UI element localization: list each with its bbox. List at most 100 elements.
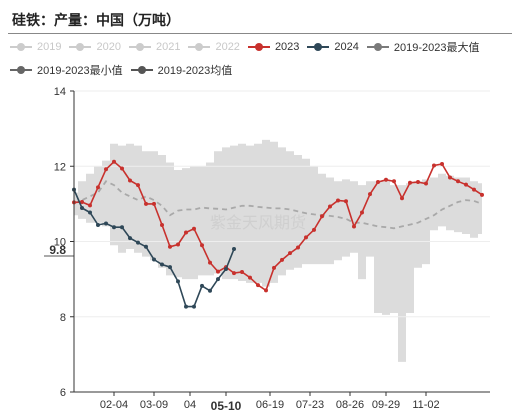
y-tick-label: 10 <box>54 237 66 249</box>
x-tick-label: 03-09 <box>140 399 168 411</box>
data-point-2023 <box>280 257 284 262</box>
data-point-2024 <box>96 222 100 227</box>
data-point-2023 <box>216 269 220 274</box>
page-title: 硅铁：产量：中国（万吨） <box>12 13 180 29</box>
data-point-2023 <box>344 199 348 204</box>
data-point-2023 <box>248 275 252 280</box>
legend-item[interactable]: 2023 <box>247 41 300 53</box>
data-point-2023 <box>88 203 92 208</box>
data-point-2023 <box>424 181 428 186</box>
legend-item[interactable]: 2019 <box>10 41 61 53</box>
data-point-2023 <box>480 192 484 197</box>
data-point-2024 <box>136 240 140 245</box>
legend-marker-icon <box>130 66 153 74</box>
data-point-2023 <box>416 180 420 185</box>
data-point-2023 <box>240 269 244 274</box>
data-point-2023 <box>160 222 164 227</box>
data-point-2023 <box>456 179 460 184</box>
legend-marker-icon <box>247 43 270 51</box>
x-tick-label: 04 <box>184 399 196 411</box>
data-point-2023 <box>464 182 468 187</box>
data-point-2024 <box>88 210 92 215</box>
data-point-2023 <box>168 244 172 249</box>
data-point-2023 <box>184 230 188 235</box>
y-tick-label: 6 <box>60 387 66 399</box>
series-line-avg <box>73 180 483 230</box>
data-point-2023 <box>432 163 436 168</box>
data-point-2023 <box>256 283 260 288</box>
data-point-2024 <box>216 277 220 282</box>
data-point-2024 <box>128 236 132 241</box>
data-point-2023 <box>112 159 116 164</box>
data-point-2024 <box>232 247 236 252</box>
data-point-2024 <box>144 244 148 249</box>
data-point-2023 <box>104 167 108 172</box>
data-point-2024 <box>184 304 188 309</box>
data-point-2023 <box>272 265 276 270</box>
data-point-2023 <box>384 177 388 182</box>
data-point-2023 <box>304 235 308 240</box>
data-point-2023 <box>296 245 300 250</box>
legend-label: 2019-2023均值 <box>157 65 233 77</box>
legend-marker-icon <box>307 43 330 51</box>
data-point-2023 <box>368 192 372 197</box>
legend-marker-icon <box>10 43 32 51</box>
data-point-2023 <box>360 210 364 215</box>
data-point-2024 <box>160 262 164 267</box>
data-point-2023 <box>392 179 396 184</box>
x-tick-label: 07-23 <box>296 399 324 411</box>
data-point-2023 <box>192 226 196 231</box>
data-point-2023 <box>80 199 84 204</box>
data-point-2023 <box>472 187 476 192</box>
x-tick-label: 08-26 <box>336 399 364 411</box>
legend-label: 2019 <box>37 41 62 53</box>
data-point-2023 <box>136 183 140 188</box>
legend-label: 2020 <box>96 41 121 53</box>
data-point-2023 <box>408 180 412 185</box>
data-point-2023 <box>128 178 132 183</box>
data-point-2024 <box>192 304 196 309</box>
data-point-2024 <box>112 225 116 230</box>
data-point-2023 <box>200 243 204 248</box>
data-point-2024 <box>208 288 212 293</box>
data-point-2024 <box>152 257 156 262</box>
legend-label: 2019-2023最小值 <box>37 65 123 77</box>
legend-marker-icon <box>366 43 389 51</box>
x-tick-label: 11-02 <box>412 399 439 411</box>
data-point-2023 <box>312 227 316 232</box>
legend-label: 2019-2023最大值 <box>393 42 480 54</box>
legend-item[interactable]: 2020 <box>69 41 121 53</box>
min-max-band <box>74 139 482 362</box>
data-point-2023 <box>448 175 452 180</box>
legend-item[interactable]: 2019-2023最小值 <box>10 62 123 78</box>
watermark: 紫金天风期货 <box>210 213 306 232</box>
title-divider <box>8 33 512 34</box>
data-point-2024 <box>120 225 124 230</box>
legend-item[interactable]: 2024 <box>307 41 359 53</box>
data-point-2023 <box>352 224 356 229</box>
x-tick-label: 02-04 <box>100 399 128 411</box>
data-point-2023 <box>328 204 332 209</box>
legend-label: 2023 <box>274 41 300 53</box>
min-max-band-layer <box>74 139 482 362</box>
data-point-2023 <box>400 196 404 201</box>
highlight-y-label: 9.8 <box>49 243 66 257</box>
data-point-2023 <box>144 201 148 206</box>
y-tick-label: 14 <box>54 86 66 98</box>
legend-marker-icon <box>128 43 151 51</box>
data-point-2023 <box>264 288 268 293</box>
x-tick-label: 06-19 <box>256 399 284 411</box>
data-point-2023 <box>208 260 212 265</box>
data-point-2024 <box>104 221 108 226</box>
x-tick-label: 09-29 <box>372 399 400 411</box>
series-layer <box>72 159 484 309</box>
y-tick-label: 8 <box>60 312 66 324</box>
data-point-2024 <box>200 283 204 288</box>
data-point-2023 <box>288 251 292 256</box>
legend-item[interactable]: 2022 <box>188 41 240 53</box>
data-point-2023 <box>440 161 444 166</box>
legend-item[interactable]: 2021 <box>128 41 180 53</box>
legend-item[interactable]: 2019-2023均值 <box>130 62 233 78</box>
legend-item[interactable]: 2019-2023最大值 <box>366 39 480 55</box>
axis-layer: 6 8 10 12 14 9.8 02-04 03-09 04 05-10 06-19 07-23 08… <box>44 86 490 413</box>
